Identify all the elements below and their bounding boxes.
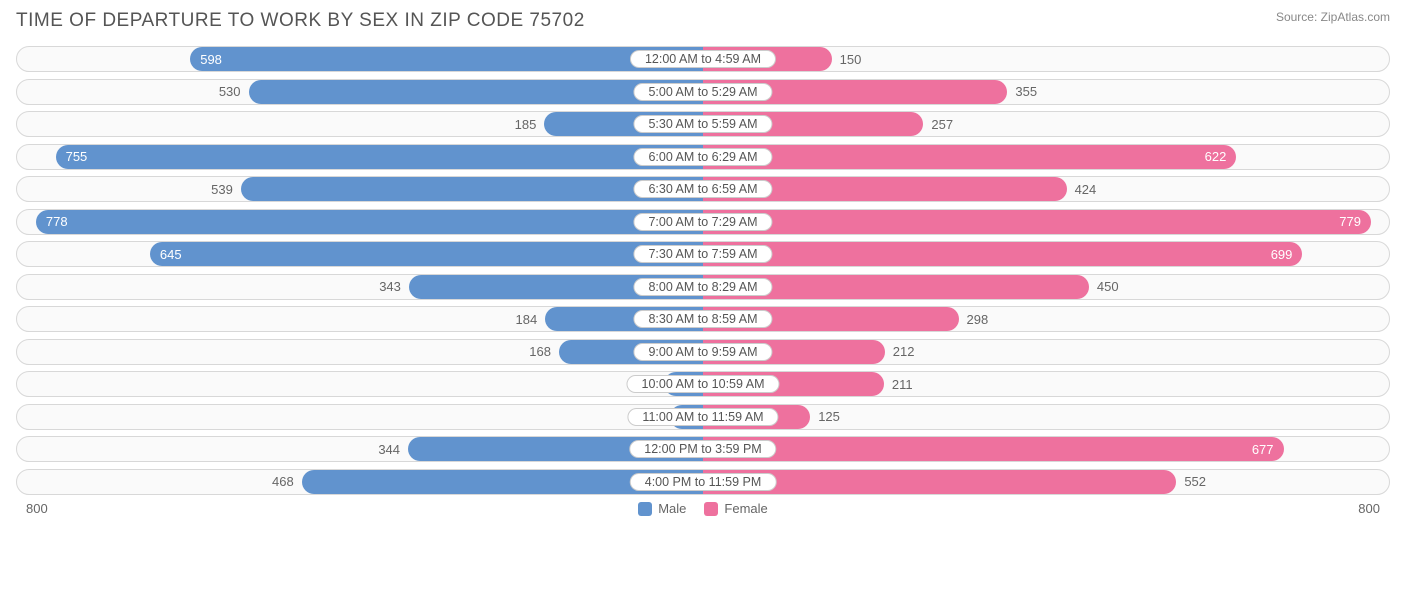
chart-footer: 800 Male Female 800 [16, 501, 1390, 516]
male-bar: 598 [190, 47, 703, 71]
axis-max-right: 800 [1358, 501, 1390, 516]
category-label: 12:00 AM to 4:59 AM [630, 50, 776, 68]
female-bar: 677 [703, 437, 1284, 461]
chart-row: 468 552 4:00 PM to 11:59 PM [16, 469, 1390, 495]
male-bar: 755 [56, 145, 703, 169]
female-value: 298 [959, 312, 997, 327]
category-label: 9:00 AM to 9:59 AM [633, 343, 772, 361]
legend: Male Female [48, 501, 1359, 516]
female-bar: 779 [703, 210, 1371, 234]
diverging-bar-chart: 598 150 12:00 AM to 4:59 AM 530 355 5:00 AM t… [16, 46, 1390, 495]
female-value: 150 [832, 52, 870, 67]
axis-max-left: 800 [16, 501, 48, 516]
legend-label: Female [724, 501, 767, 516]
category-label: 12:00 PM to 3:59 PM [629, 440, 776, 458]
chart-row: 184 298 8:30 AM to 8:59 AM [16, 306, 1390, 332]
female-bar: 699 [703, 242, 1302, 266]
female-value: 699 [1261, 247, 1303, 262]
male-value: 344 [370, 442, 408, 457]
category-label: 7:30 AM to 7:59 AM [633, 245, 772, 263]
category-label: 4:00 PM to 11:59 PM [630, 473, 777, 491]
chart-row: 344 677 12:00 PM to 3:59 PM [16, 436, 1390, 462]
female-bar: 622 [703, 145, 1236, 169]
female-value: 450 [1089, 279, 1127, 294]
category-label: 5:30 AM to 5:59 AM [633, 115, 772, 133]
legend-item: Female [704, 501, 767, 516]
chart-row: 645 699 7:30 AM to 7:59 AM [16, 241, 1390, 267]
male-bar: 778 [36, 210, 703, 234]
category-label: 8:30 AM to 8:59 AM [633, 310, 772, 328]
male-bar: 645 [150, 242, 703, 266]
legend-swatch [638, 502, 652, 516]
category-label: 6:30 AM to 6:59 AM [633, 180, 772, 198]
chart-row: 778 779 7:00 AM to 7:29 AM [16, 209, 1390, 235]
chart-row: 168 212 9:00 AM to 9:59 AM [16, 339, 1390, 365]
female-value: 212 [885, 344, 923, 359]
category-label: 6:00 AM to 6:29 AM [633, 148, 772, 166]
category-label: 10:00 AM to 10:59 AM [627, 375, 780, 393]
chart-title: TIME OF DEPARTURE TO WORK BY SEX IN ZIP … [16, 10, 585, 32]
chart-row: 530 355 5:00 AM to 5:29 AM [16, 79, 1390, 105]
category-label: 7:00 AM to 7:29 AM [633, 213, 772, 231]
chart-row: 3812511:00 AM to 11:59 AM [16, 404, 1390, 430]
legend-item: Male [638, 501, 686, 516]
male-value: 645 [150, 247, 192, 262]
chart-source: Source: ZipAtlas.com [1276, 10, 1390, 24]
male-value: 539 [203, 182, 241, 197]
male-value: 343 [371, 279, 409, 294]
female-value: 211 [884, 377, 921, 392]
female-value: 257 [923, 117, 961, 132]
female-value: 779 [1329, 214, 1371, 229]
male-value: 778 [36, 214, 78, 229]
category-label: 8:00 AM to 8:29 AM [633, 278, 772, 296]
female-value: 552 [1176, 474, 1214, 489]
female-value: 677 [1242, 442, 1284, 457]
chart-row: 755 622 6:00 AM to 6:29 AM [16, 144, 1390, 170]
female-value: 424 [1067, 182, 1105, 197]
male-value: 755 [56, 149, 98, 164]
female-value: 125 [810, 409, 848, 424]
chart-row: 343 450 8:00 AM to 8:29 AM [16, 274, 1390, 300]
female-value: 355 [1007, 84, 1045, 99]
male-value: 468 [264, 474, 302, 489]
male-value: 185 [507, 117, 545, 132]
category-label: 11:00 AM to 11:59 AM [627, 408, 778, 426]
chart-row: 598 150 12:00 AM to 4:59 AM [16, 46, 1390, 72]
legend-label: Male [658, 501, 686, 516]
chart-header: TIME OF DEPARTURE TO WORK BY SEX IN ZIP … [16, 10, 1390, 32]
female-value: 622 [1195, 149, 1237, 164]
male-value: 184 [508, 312, 546, 327]
chart-row: 185 257 5:30 AM to 5:59 AM [16, 111, 1390, 137]
legend-swatch [704, 502, 718, 516]
chart-row: 4621110:00 AM to 10:59 AM [16, 371, 1390, 397]
male-value: 168 [521, 344, 559, 359]
male-value: 530 [211, 84, 249, 99]
category-label: 5:00 AM to 5:29 AM [633, 83, 772, 101]
chart-row: 539 424 6:30 AM to 6:59 AM [16, 176, 1390, 202]
male-value: 598 [190, 52, 232, 67]
